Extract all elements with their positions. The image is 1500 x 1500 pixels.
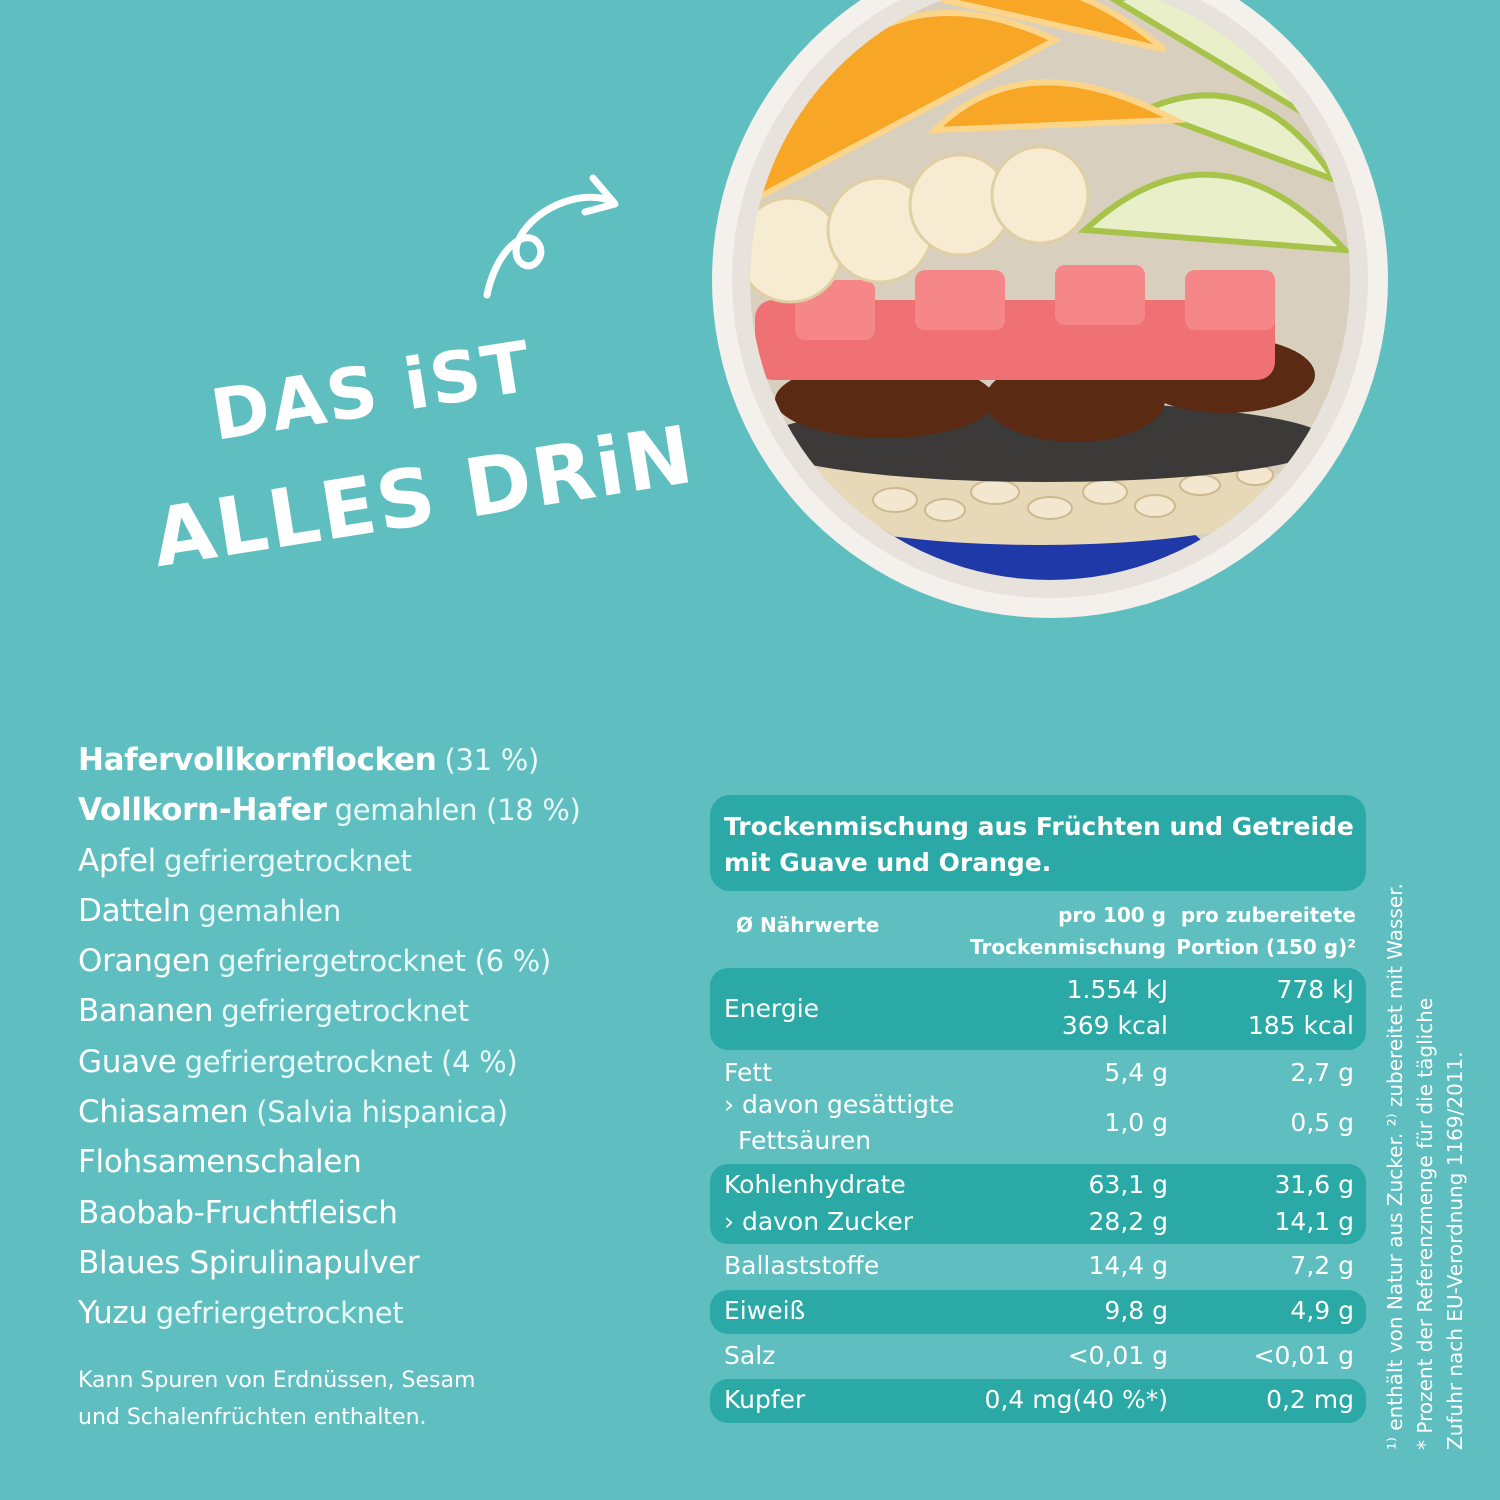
allergen-line-2: und Schalenfrüchten enthalten. xyxy=(78,1405,427,1430)
ingredient-item: Baobab-Fruchtfleisch xyxy=(78,1191,678,1241)
row-eiweiss-label: Eiweiß xyxy=(724,1296,806,1325)
row-energie-kcal: 369 kcal xyxy=(1061,1011,1168,1040)
row-salz-label: Salz xyxy=(724,1341,776,1370)
row-kohlenhydrate-portion: 31,6 g xyxy=(1274,1170,1354,1199)
ingredient-item: Orangen gefriergetrocknet (6 %) xyxy=(78,939,678,989)
footnotes: ¹⁾ enthält von Natur aus Zucker. ²⁾ zube… xyxy=(1380,810,1470,1450)
row-fett-value: 5,4 g xyxy=(1104,1058,1168,1087)
row-gesaettigt-value: 1,0 g xyxy=(1104,1108,1168,1137)
curly-arrow-icon xyxy=(483,174,619,299)
ingredient-name: Yuzu xyxy=(78,1295,148,1332)
ingredient-item: Yuzu gefriergetrocknet xyxy=(78,1291,678,1341)
header-col2-line-1: pro zubereitete xyxy=(1180,903,1356,927)
ingredient-name: Bananen xyxy=(78,993,214,1030)
ingredient-name: Apfel xyxy=(78,842,156,879)
row-kohlenhydrate: Kohlenhydrate 63,1 g 31,6 g › davon Zuck… xyxy=(710,1164,1366,1244)
row-energie-kcal-portion: 185 kcal xyxy=(1247,1011,1354,1040)
row-fett-portion: 2,7 g xyxy=(1290,1058,1354,1087)
row-kupfer-portion: 0,2 mg xyxy=(1266,1385,1354,1414)
nutrition-title: Trockenmischung aus Früchten und Getreid… xyxy=(710,795,1366,891)
ingredient-item: Vollkorn-Hafer gemahlen (18 %) xyxy=(78,788,678,838)
row-energie-kj: 1.554 kJ xyxy=(1066,975,1168,1004)
nutrition-header-col2: pro zubereitete Portion (150 g)² xyxy=(1176,899,1356,963)
row-zucker-value: 28,2 g xyxy=(1088,1207,1168,1236)
ingredient-item: Apfel gefriergetrocknet xyxy=(78,839,678,889)
ingredient-name: Vollkorn-Hafer xyxy=(78,792,327,829)
row-eiweiss-portion: 4,9 g xyxy=(1290,1296,1354,1325)
row-kupfer: Kupfer 0,4 mg(40 %*) 0,2 mg xyxy=(710,1379,1366,1423)
ingredients-list: Hafervollkornflocken (31 %) Vollkorn-Hafer… xyxy=(78,738,678,1342)
nutrition-header-col1: pro 100 g Trockenmischung xyxy=(970,899,1166,963)
row-kohlenhydrate-value: 63,1 g xyxy=(1088,1170,1168,1199)
ingredient-detail: gefriergetrocknet xyxy=(163,843,412,878)
footnote-line-3: Zufuhr nach EU-Verordnung 1169/2011. xyxy=(1443,1051,1467,1450)
row-kupfer-value: 0,4 mg(40 %*) xyxy=(984,1385,1168,1414)
row-eiweiss-value: 9,8 g xyxy=(1104,1296,1168,1325)
row-ballaststoffe-portion: 7,2 g xyxy=(1290,1251,1354,1280)
nutrition-title-line-2: mit Guave und Orange. xyxy=(724,848,1052,877)
nutrition-title-line-1: Trockenmischung aus Früchten und Getreid… xyxy=(724,812,1354,841)
row-energie-label: Energie xyxy=(724,994,820,1023)
ingredient-detail: gefriergetrocknet (6 %) xyxy=(218,944,551,979)
ingredient-name: Orangen xyxy=(78,943,211,980)
ingredient-detail: (Salvia hispanica) xyxy=(256,1095,508,1130)
ingredient-item: Blaues Spirulinapulver xyxy=(78,1241,678,1291)
ingredient-detail: gefriergetrocknet (4 %) xyxy=(184,1044,518,1079)
row-zucker-portion: 14,1 g xyxy=(1274,1207,1354,1236)
row-salz-value: <0,01 g xyxy=(1067,1341,1168,1370)
row-ballaststoffe-value: 14,4 g xyxy=(1088,1251,1168,1280)
row-eiweiss: Eiweiß 9,8 g 4,9 g xyxy=(710,1290,1366,1334)
headline: DAS iST ALLES DRiN xyxy=(146,325,700,585)
row-energie: Energie 1.554 kJ 369 kcal 778 kJ 185 kca… xyxy=(710,968,1366,1050)
ingredient-item: Flohsamenschalen xyxy=(78,1140,678,1190)
header-col1-line-2: Trockenmischung xyxy=(970,935,1166,959)
header-col1-line-1: pro 100 g xyxy=(1058,903,1166,927)
ingredient-name: Chiasamen xyxy=(78,1094,249,1131)
row-ballaststoffe-label: Ballaststoffe xyxy=(724,1251,880,1280)
row-kohlenhydrate-label: Kohlenhydrate xyxy=(724,1170,906,1199)
headline-line-1: DAS iST xyxy=(205,325,538,457)
allergen-notice: Kann Spuren von Erdnüssen, Sesam und Sch… xyxy=(78,1362,598,1436)
ingredient-item: Guave gefriergetrocknet (4 %) xyxy=(78,1040,678,1090)
ingredient-detail: gefriergetrocknet xyxy=(155,1296,404,1331)
allergen-line-1: Kann Spuren von Erdnüssen, Sesam xyxy=(78,1368,476,1393)
nutrition-header-label: Ø Nährwerte xyxy=(736,913,880,937)
ingredient-name: Blaues Spirulinapulver xyxy=(78,1244,420,1281)
header-col2-line-2: Portion (150 g)² xyxy=(1176,935,1356,959)
ingredient-name: Guave xyxy=(78,1043,177,1080)
ingredient-detail: gemahlen (18 %) xyxy=(334,793,581,828)
row-fett-label: Fett xyxy=(724,1058,772,1087)
row-salz-portion: <0,01 g xyxy=(1253,1341,1354,1370)
ingredient-item: Bananen gefriergetrocknet xyxy=(78,989,678,1039)
ingredient-detail: (31 %) xyxy=(444,743,540,777)
ingredient-item: Datteln gemahlen xyxy=(78,889,678,939)
ingredient-name: Datteln xyxy=(78,892,191,929)
row-zucker-label: › davon Zucker xyxy=(724,1207,913,1236)
ingredient-name: Baobab-Fruchtfleisch xyxy=(78,1194,398,1231)
row-kupfer-label: Kupfer xyxy=(724,1385,806,1414)
ingredient-item: Chiasamen (Salvia hispanica) xyxy=(78,1090,678,1140)
row-gesaettigt-label-1: › davon gesättigte xyxy=(724,1090,955,1119)
ingredient-name: Flohsamenschalen xyxy=(78,1144,362,1181)
footnote-line-1: ¹⁾ enthält von Natur aus Zucker. ²⁾ zube… xyxy=(1383,883,1407,1450)
row-gesaettigt-label-2: Fettsäuren xyxy=(738,1126,872,1155)
ingredient-item: Hafervollkornflocken (31 %) xyxy=(78,738,678,788)
footnote-line-2: * Prozent der Referenzmenge für die tägl… xyxy=(1413,997,1437,1450)
fruit-bowl-image xyxy=(712,0,1388,618)
ingredient-detail: gemahlen xyxy=(198,893,341,928)
row-gesaettigt-portion: 0,5 g xyxy=(1290,1108,1354,1137)
ingredient-name: Hafervollkornflocken xyxy=(78,742,437,778)
row-energie-kj-portion: 778 kJ xyxy=(1276,975,1354,1004)
ingredient-detail: gefriergetrocknet xyxy=(221,994,469,1029)
